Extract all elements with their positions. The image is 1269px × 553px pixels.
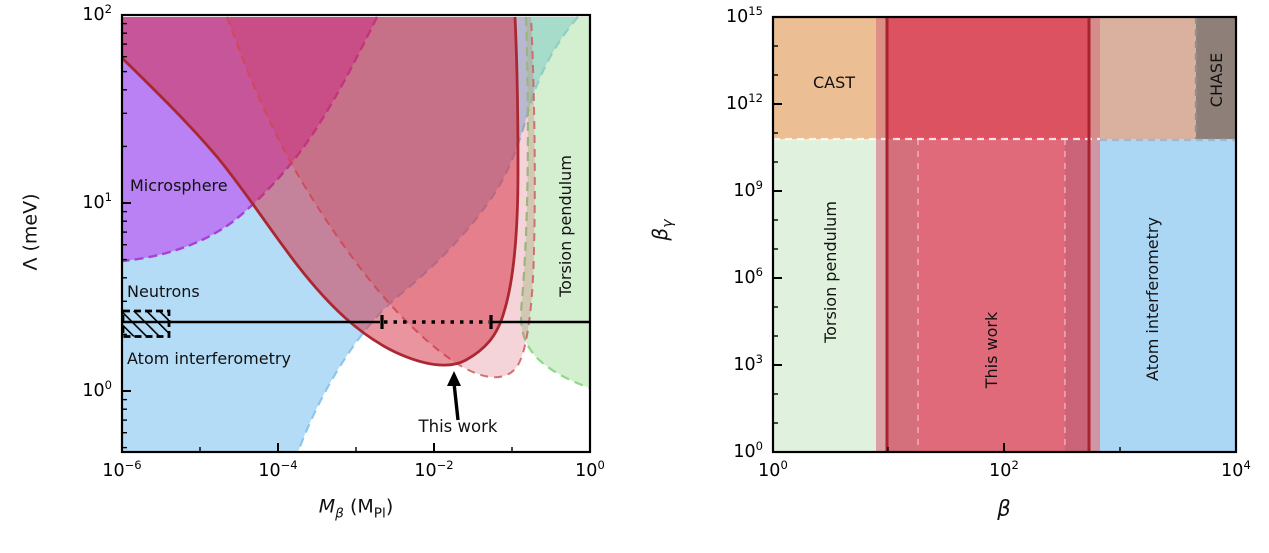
left-y-tick-label: 101 [82, 190, 112, 213]
mbeta-sub: β [335, 505, 344, 522]
outer-red-over-cast [876, 17, 887, 139]
right-y-tick-label: 1012 [726, 91, 763, 114]
label-torsion-pendulum-right: Torsion pendulum [821, 201, 841, 343]
torsion-pendulum-region [773, 139, 876, 452]
right-y-tick-label: 100 [733, 439, 763, 462]
atom-interferometry-region [1100, 139, 1236, 452]
mbeta-base: M [318, 495, 336, 518]
outer-red-over-blue [1089, 139, 1100, 452]
left-x-tick-label: 10−6 [102, 458, 142, 481]
left-x-tick-label: 100 [575, 458, 605, 481]
torsion-pendulum-region-boundary [519, 16, 590, 390]
neutrons-hatch-fill [123, 311, 169, 337]
label-cast: CAST [813, 73, 856, 92]
right-y-tick-label: 109 [733, 178, 763, 201]
this-work-band [918, 139, 1065, 452]
outer-red-over-cast-blue [1089, 17, 1100, 139]
this-work-main-region [122, 17, 518, 366]
mbeta-end: ) [385, 495, 394, 518]
label-atom-interferometry-right: Atom interferometry [1143, 217, 1163, 381]
cast-over-white [773, 17, 876, 139]
right-y-tick-label: 1015 [726, 4, 763, 27]
mbeta-sub2: Pl [373, 505, 386, 522]
right-x-tick-label: 102 [989, 458, 1019, 481]
right-x-tick-label: 104 [1221, 458, 1251, 481]
right-panel-regions [773, 17, 1236, 452]
betagamma-base: β [648, 227, 673, 241]
torsion-pendulum-region [521, 17, 590, 388]
mbeta-mid: (M [343, 495, 374, 518]
label-chase: CHASE [1207, 52, 1227, 108]
cast-over-blue [1100, 17, 1196, 139]
red-over-cast [887, 17, 1089, 139]
this-work-arrow-head [447, 371, 461, 386]
left-y-tick-label: 100 [82, 378, 112, 401]
atom-interferometry-region-boundary [296, 16, 579, 452]
label-microsphere: Microsphere [130, 176, 228, 195]
label-neutrons: Neutrons [127, 282, 200, 301]
axis-label-beta: β [997, 496, 1011, 521]
betagamma-sub: γ [660, 219, 677, 228]
label-this-work-right: This work [982, 311, 1002, 389]
this-work-arrow-shaft [452, 382, 460, 421]
axis-label-beta-gamma: βγ [648, 219, 677, 241]
left-x-tick-label: 10−4 [258, 458, 298, 481]
neutrons-hatch-border [122, 309, 171, 338]
label-atom-interferometry-left: Atom interferometry [127, 349, 291, 368]
this-work-main-region-boundary [122, 16, 520, 367]
label-this-work-left: This work [418, 416, 498, 436]
left-panel-regions [122, 16, 590, 452]
outer-red-over-green [876, 139, 887, 452]
axis-label-mbeta: Mβ (MPl) [318, 495, 394, 522]
right-y-tick-label: 103 [733, 352, 763, 375]
red-over-blue [1065, 139, 1089, 452]
right-y-tick-label: 106 [733, 265, 763, 288]
red-over-green [887, 139, 918, 452]
left-y-tick-label: 102 [82, 2, 112, 25]
left-x-tick-label: 10−2 [414, 458, 454, 481]
chase-region [1196, 17, 1236, 139]
right-x-tick-label: 100 [758, 458, 788, 481]
label-torsion-pendulum-left: Torsion pendulum [556, 155, 576, 297]
